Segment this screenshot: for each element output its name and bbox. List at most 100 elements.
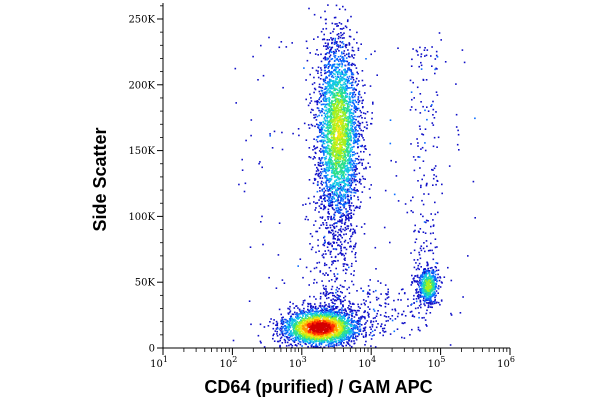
event-dot <box>380 325 382 327</box>
event-dot <box>358 124 360 127</box>
event-dot <box>327 218 329 220</box>
event-dot <box>340 100 342 102</box>
event-dot <box>319 270 322 272</box>
event-dot <box>422 282 424 285</box>
event-dot <box>327 120 330 123</box>
event-dot <box>349 166 352 169</box>
event-dot <box>339 340 341 342</box>
event-dot <box>343 170 346 172</box>
event-dot <box>282 334 284 337</box>
event-dot <box>351 46 354 49</box>
event-dot <box>327 82 329 84</box>
event-dot <box>339 157 341 159</box>
event-dot <box>427 277 429 279</box>
event-dot <box>357 49 360 51</box>
event-dot <box>357 306 360 308</box>
event-dot <box>328 98 330 101</box>
event-dot <box>327 343 330 346</box>
event-dot <box>325 227 327 229</box>
event-dot <box>345 60 347 62</box>
event-dot <box>409 109 412 111</box>
event-dot <box>350 334 353 337</box>
event-dot <box>334 103 337 105</box>
event-dot <box>362 84 364 87</box>
event-dot <box>321 126 324 129</box>
event-dot <box>439 303 441 306</box>
event-dot <box>354 170 357 173</box>
event-dot <box>302 276 304 279</box>
event-dot <box>345 228 348 231</box>
event-dot <box>321 200 323 203</box>
event-dot <box>289 305 291 308</box>
event-dot <box>325 253 327 255</box>
event-dot <box>329 114 332 117</box>
event-dot <box>341 160 344 162</box>
event-dot <box>281 327 284 329</box>
event-dot <box>351 124 353 126</box>
event-dot <box>419 277 422 280</box>
event-dot <box>312 345 315 348</box>
event-dot <box>426 292 429 294</box>
event-dot <box>420 148 422 150</box>
event-dot <box>343 182 345 184</box>
event-dot <box>356 335 359 338</box>
event-dot <box>338 46 340 48</box>
event-dot <box>331 65 333 67</box>
event-dot <box>330 218 333 221</box>
event-dot <box>302 310 305 312</box>
event-dot <box>436 280 438 283</box>
event-dot <box>299 316 301 318</box>
event-dot <box>340 34 343 37</box>
event-dot <box>337 206 339 209</box>
event-dot <box>318 98 320 101</box>
event-dot <box>316 308 318 311</box>
event-dot <box>328 266 331 269</box>
event-dot <box>396 328 399 330</box>
event-dot <box>424 290 427 293</box>
event-dot <box>432 114 434 116</box>
event-dot <box>330 71 333 74</box>
event-dot <box>333 68 336 71</box>
event-dot <box>350 308 352 311</box>
event-dot <box>286 341 289 344</box>
event-dot <box>340 331 342 334</box>
event-dot <box>345 117 348 120</box>
event-dot <box>302 318 305 320</box>
event-dot <box>355 135 358 137</box>
event-dot <box>333 241 335 244</box>
event-dot <box>332 207 334 210</box>
event-dot <box>321 90 324 92</box>
event-dot <box>339 191 341 193</box>
event-dot <box>287 320 289 322</box>
event-dot <box>291 344 294 347</box>
event-dot <box>334 154 337 156</box>
event-dot <box>349 104 351 106</box>
event-dot <box>426 106 428 108</box>
event-dot <box>350 176 353 178</box>
event-dot <box>295 337 298 339</box>
event-dot <box>320 16 322 19</box>
event-dot <box>335 179 338 181</box>
event-dot <box>340 199 342 202</box>
event-dot <box>434 296 436 299</box>
event-dot <box>348 108 351 111</box>
event-dot <box>418 156 421 158</box>
event-dot <box>365 333 367 336</box>
event-dot <box>337 70 340 72</box>
event-dot <box>322 139 324 141</box>
event-dot <box>301 311 303 313</box>
event-dot <box>412 156 415 158</box>
event-dot <box>341 220 343 222</box>
event-dot <box>429 274 431 276</box>
event-dot <box>332 113 334 115</box>
event-dot <box>326 246 329 248</box>
event-dot <box>314 306 317 309</box>
event-dot <box>349 238 351 240</box>
event-dot <box>323 341 326 343</box>
event-dot <box>436 179 438 182</box>
event-dot <box>329 139 331 141</box>
event-dot <box>431 46 433 48</box>
event-dot <box>331 316 334 318</box>
event-dot <box>359 319 361 321</box>
event-dot <box>344 185 346 187</box>
